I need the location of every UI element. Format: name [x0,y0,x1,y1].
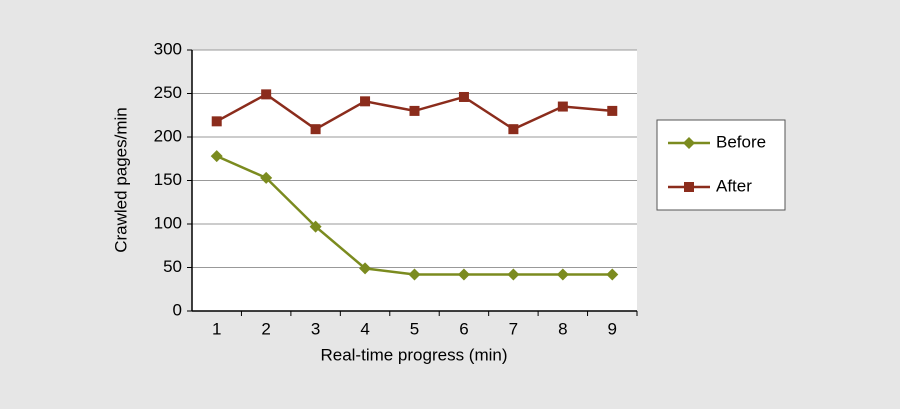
y-tick-label: 0 [173,300,182,319]
data-point [211,116,222,127]
data-point [309,220,322,233]
legend-label: Before [716,132,766,151]
legend-box [656,119,786,211]
legend-marker [683,137,695,149]
y-tick-label: 100 [154,213,182,232]
y-tick-label: 300 [154,39,182,58]
data-point [261,89,272,100]
x-tick-label: 3 [311,319,320,338]
x-tick-label: 2 [261,319,270,338]
x-tick-label: 5 [410,319,419,338]
x-tick-label: 8 [558,319,567,338]
x-tick-label: 1 [212,319,221,338]
data-point [556,268,569,281]
x-tick-label: 7 [509,319,518,338]
data-point [508,124,519,135]
y-tick-label: 200 [154,126,182,145]
data-point [507,268,520,281]
data-point [457,268,470,281]
x-tick-label: 6 [459,319,468,338]
data-point [458,91,469,102]
data-point [260,171,273,184]
data-point [360,96,371,107]
y-tick-label: 50 [163,257,182,276]
data-point [607,105,618,116]
data-point [557,101,568,112]
data-point [210,150,223,163]
legend-marker [684,182,694,192]
x-tick-label: 9 [608,319,617,338]
data-point [409,105,420,116]
data-point [359,262,372,275]
data-point [606,268,619,281]
data-point [408,268,421,281]
y-tick-label: 150 [154,170,182,189]
y-tick-label: 250 [154,83,182,102]
x-axis-title: Real-time progress (min) [320,345,507,364]
legend-label: After [716,176,752,195]
data-point [310,124,321,135]
y-axis-title: Crawled pages/min [111,107,130,253]
x-tick-label: 4 [360,319,369,338]
